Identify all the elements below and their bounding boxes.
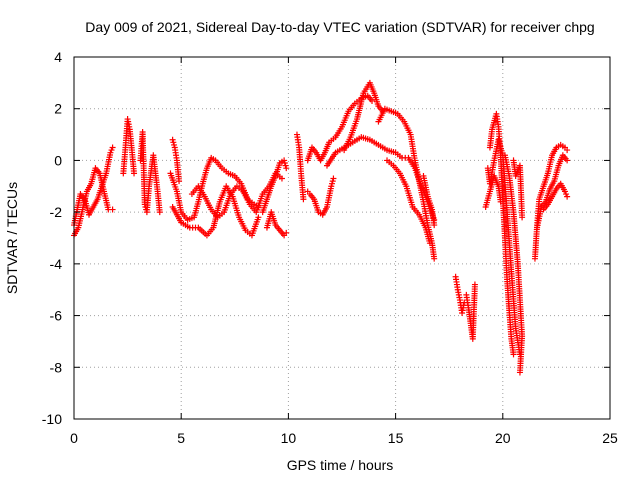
data-point [510, 351, 517, 358]
data-point [156, 209, 163, 216]
data-point [471, 281, 478, 288]
data-point [109, 144, 116, 151]
data-point [431, 255, 438, 262]
series-arc24 [482, 172, 504, 210]
series-arc27 [534, 152, 571, 231]
series-arc17 [384, 157, 433, 247]
plot-frame [73, 56, 611, 420]
x-tick-label: 10 [281, 430, 297, 446]
data-point [283, 229, 290, 236]
series-arc9 [259, 157, 290, 216]
series-arc12 [304, 175, 337, 218]
series-arc18 [420, 172, 438, 229]
series-arc10 [263, 209, 290, 239]
x-tick-label: 15 [388, 430, 404, 446]
x-tick-label: 5 [177, 430, 185, 446]
series-arc7 [169, 183, 262, 239]
data-point [131, 170, 138, 177]
series-arc20 [463, 281, 478, 342]
series-arc3 [120, 116, 138, 177]
x-tick-label: 20 [495, 430, 511, 446]
series-arc25 [510, 157, 526, 221]
x-axis-ticks: 0 5 10 15 20 25 [70, 57, 618, 446]
x-tick-label: 0 [70, 430, 78, 446]
series-arc23 [501, 152, 526, 376]
data-point [519, 214, 526, 221]
series-arc1 [71, 165, 116, 239]
series-arc15 [323, 134, 438, 223]
x-tick-label: 25 [602, 430, 618, 446]
y-tick-label: -6 [50, 308, 63, 324]
grid-lines [74, 57, 610, 419]
data-point [431, 222, 438, 229]
series-arc22 [486, 110, 517, 358]
data-point [426, 240, 433, 247]
y-tick-label: 0 [54, 152, 62, 168]
data-point [176, 178, 183, 185]
y-axis-label: SDTVAR / TECUs [4, 182, 20, 294]
series-arc4 [137, 128, 163, 216]
data-point [516, 369, 523, 376]
data-point [278, 175, 285, 182]
data-point [369, 97, 376, 104]
y-tick-label: 2 [54, 101, 62, 117]
data-points [71, 79, 571, 376]
y-tick-label: -8 [50, 359, 63, 375]
data-point [283, 165, 290, 172]
data-point [330, 175, 337, 182]
y-axis-ticks: -10 -8 -6 -4 -2 0 2 4 [42, 49, 610, 427]
chart-title: Day 009 of 2021, Sidereal Day-to-day VTE… [85, 19, 594, 35]
y-tick-label: -2 [50, 204, 63, 220]
data-point [564, 193, 571, 200]
data-point [109, 206, 116, 213]
series-arc11 [293, 131, 307, 203]
series-arc5 [169, 136, 183, 185]
y-tick-label: -4 [50, 256, 63, 272]
series-arc13 [304, 92, 376, 164]
y-tick-label: 4 [54, 49, 62, 65]
series-arc2 [71, 144, 116, 229]
x-axis-label: GPS time / hours [287, 457, 394, 473]
data-point [564, 157, 571, 164]
series-arc28 [540, 180, 571, 213]
data-point [300, 196, 307, 203]
data-point [255, 214, 262, 221]
data-point [497, 198, 504, 205]
data-point [564, 147, 571, 154]
y-tick-label: -10 [42, 411, 62, 427]
